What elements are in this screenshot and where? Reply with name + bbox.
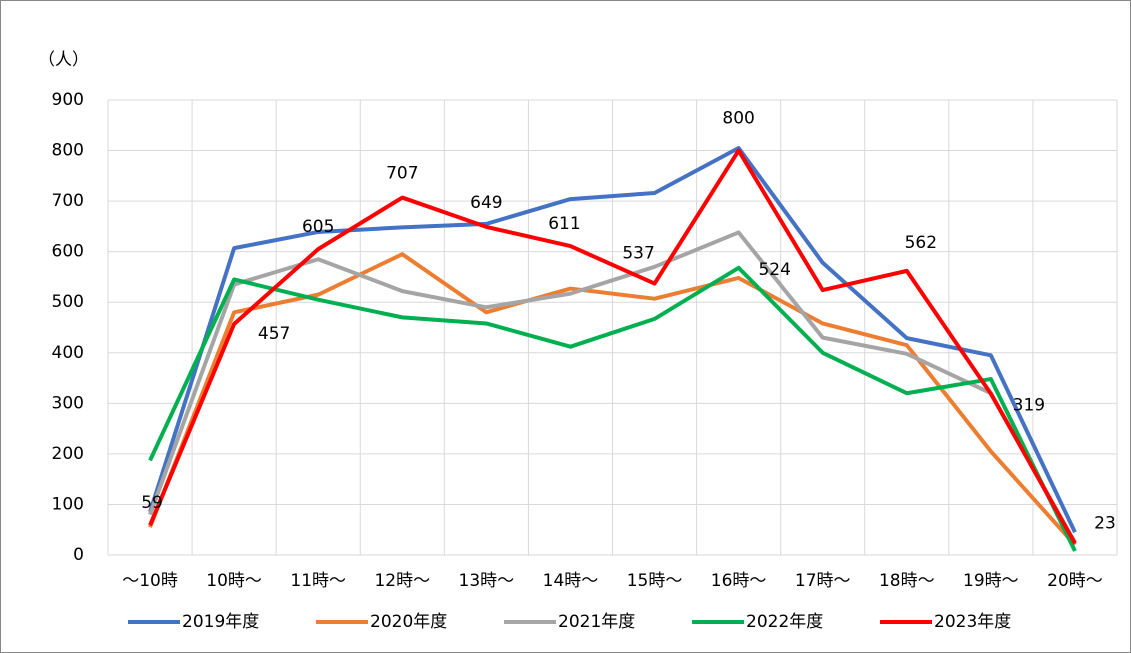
y-tick-label: 0 [73, 545, 84, 565]
series-line [148, 148, 1077, 545]
data-label: 649 [470, 193, 502, 213]
x-tick-label: ～10時 [122, 571, 178, 591]
data-label: 800 [722, 109, 754, 129]
x-tick-label: 13時～ [459, 571, 515, 591]
data-label: 707 [386, 164, 418, 184]
data-label: 23 [1094, 513, 1116, 533]
x-tick-label: 14時～ [543, 571, 599, 591]
data-label: 524 [758, 260, 790, 280]
x-tick-label: 11時～ [290, 571, 346, 591]
y-tick-label: 800 [52, 141, 84, 161]
y-tick-label: 100 [52, 494, 84, 514]
x-tick-label: 15時～ [627, 571, 683, 591]
legend-label: 2021年度 [558, 612, 635, 632]
legend-label: 2020年度 [370, 612, 447, 632]
y-tick-label: 900 [52, 90, 84, 110]
x-tick-label: 18時～ [879, 571, 935, 591]
x-tick-label: 16時～ [711, 571, 767, 591]
x-tick-label: 19時～ [963, 571, 1019, 591]
data-label: 59 [141, 493, 163, 513]
x-tick-label: 12時～ [374, 571, 430, 591]
legend-label: 2023年度 [934, 612, 1011, 632]
y-tick-label: 600 [52, 242, 84, 262]
y-tick-label: 200 [52, 444, 84, 464]
legend-label: 2019年度 [182, 612, 259, 632]
data-label: 537 [622, 244, 654, 264]
y-tick-label: 300 [52, 393, 84, 413]
legend-label: 2022年度 [746, 612, 823, 632]
x-tick-label: 20時～ [1047, 571, 1103, 591]
data-label: 457 [258, 324, 290, 344]
y-axis-label: （人） [38, 50, 89, 70]
y-tick-label: 400 [52, 343, 84, 363]
data-label: 611 [548, 214, 580, 234]
data-label: 562 [905, 233, 937, 253]
series-line [148, 265, 1077, 552]
x-tick-label: 17時～ [795, 571, 851, 591]
data-label: 605 [302, 217, 334, 237]
y-tick-label: 700 [52, 191, 84, 211]
y-tick-label: 500 [52, 292, 84, 312]
series-line [148, 146, 1077, 534]
x-tick-label: 10時～ [206, 571, 262, 591]
data-label: 319 [1013, 396, 1045, 416]
